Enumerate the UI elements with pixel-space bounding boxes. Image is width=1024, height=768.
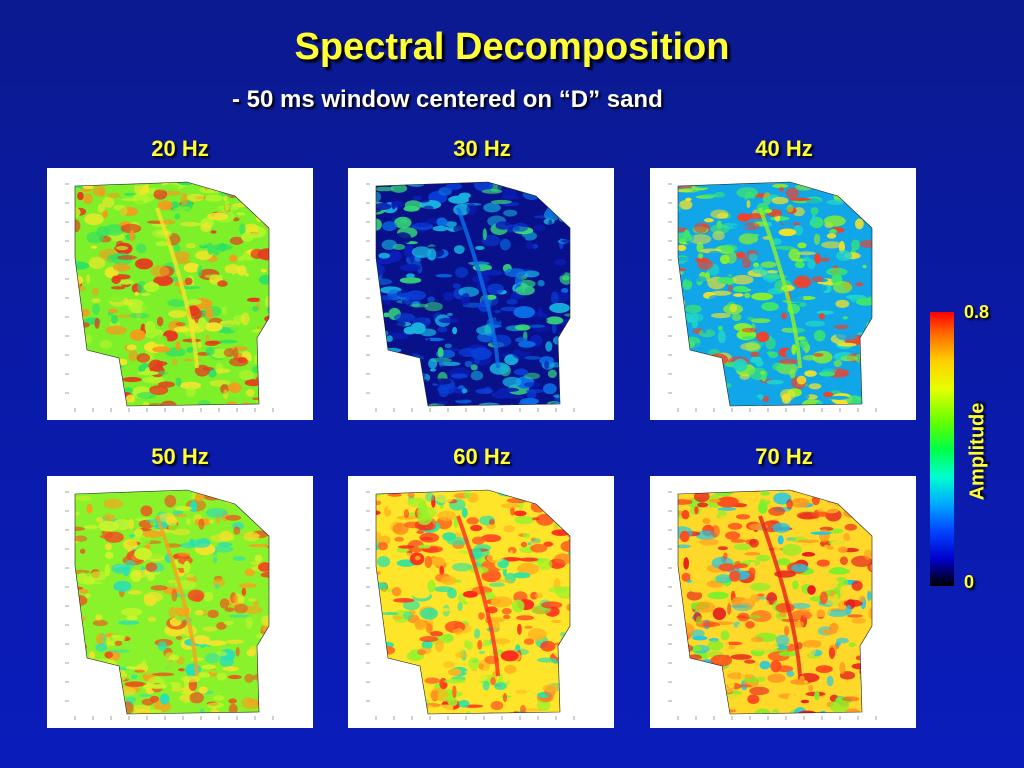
spectral-map-70hz xyxy=(650,476,916,728)
slide-subtitle: - 50 ms window centered on “D” sand xyxy=(232,86,663,113)
slide-title: Spectral Decomposition xyxy=(294,26,730,68)
panel-label-50hz: 50 Hz xyxy=(151,444,209,469)
panel-label-40hz: 40 Hz xyxy=(755,136,813,161)
colorbar-min-label: 0 xyxy=(964,572,975,592)
panel-label-70hz: 70 Hz xyxy=(755,444,813,469)
colorbar-axis-label: Amplitude xyxy=(966,402,989,501)
spectral-map-40hz xyxy=(650,168,916,420)
spectral-map-50hz xyxy=(47,476,313,728)
panel-label-30hz: 30 Hz xyxy=(453,136,511,161)
colorbar-max-label: 0.8 xyxy=(964,302,990,322)
spectral-map-30hz xyxy=(348,168,614,420)
spectral-map-60hz xyxy=(348,476,614,728)
spectral-map-20hz xyxy=(47,168,313,420)
amplitude-colorbar xyxy=(930,312,954,586)
panel-label-20hz: 20 Hz xyxy=(151,136,209,161)
panel-label-60hz: 60 Hz xyxy=(453,444,511,469)
